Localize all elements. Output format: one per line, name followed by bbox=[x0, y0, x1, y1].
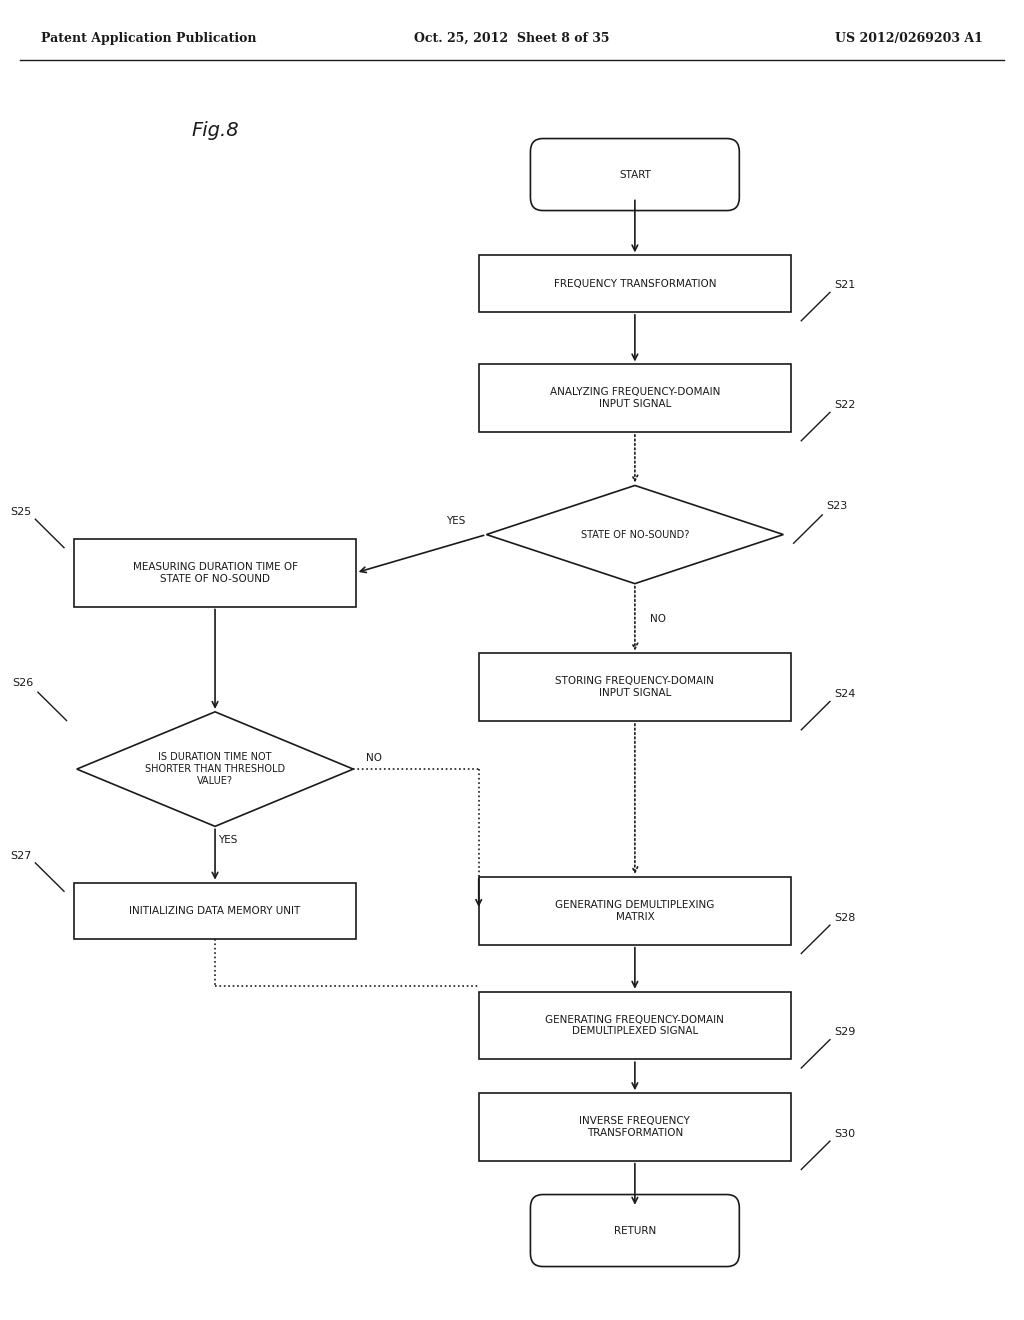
Text: FREQUENCY TRANSFORMATION: FREQUENCY TRANSFORMATION bbox=[554, 279, 716, 289]
Text: S27: S27 bbox=[10, 850, 31, 861]
Text: S25: S25 bbox=[10, 507, 31, 517]
Text: GENERATING FREQUENCY-DOMAIN
DEMULTIPLEXED SIGNAL: GENERATING FREQUENCY-DOMAIN DEMULTIPLEXE… bbox=[546, 1015, 724, 1036]
Text: US 2012/0269203 A1: US 2012/0269203 A1 bbox=[836, 32, 983, 45]
Bar bbox=[479, 364, 791, 432]
Text: S22: S22 bbox=[834, 400, 855, 411]
Bar bbox=[479, 255, 791, 312]
Text: NO: NO bbox=[650, 614, 667, 623]
Bar bbox=[479, 1093, 791, 1160]
Bar bbox=[479, 876, 791, 945]
Text: Fig.8: Fig.8 bbox=[191, 121, 239, 140]
Text: S28: S28 bbox=[834, 913, 855, 923]
Text: S24: S24 bbox=[834, 689, 855, 700]
Text: ANALYZING FREQUENCY-DOMAIN
INPUT SIGNAL: ANALYZING FREQUENCY-DOMAIN INPUT SIGNAL bbox=[550, 387, 720, 409]
Text: INVERSE FREQUENCY
TRANSFORMATION: INVERSE FREQUENCY TRANSFORMATION bbox=[580, 1117, 690, 1138]
Bar bbox=[74, 883, 356, 940]
Polygon shape bbox=[486, 486, 783, 583]
Text: STORING FREQUENCY-DOMAIN
INPUT SIGNAL: STORING FREQUENCY-DOMAIN INPUT SIGNAL bbox=[555, 676, 715, 698]
Text: START: START bbox=[618, 169, 651, 180]
Text: S23: S23 bbox=[826, 500, 848, 511]
Text: YES: YES bbox=[446, 516, 466, 525]
Text: Oct. 25, 2012  Sheet 8 of 35: Oct. 25, 2012 Sheet 8 of 35 bbox=[415, 32, 609, 45]
Text: YES: YES bbox=[218, 836, 237, 845]
Text: Patent Application Publication: Patent Application Publication bbox=[41, 32, 256, 45]
Text: RETURN: RETURN bbox=[613, 1225, 656, 1236]
Bar bbox=[479, 653, 791, 721]
Text: INITIALIZING DATA MEMORY UNIT: INITIALIZING DATA MEMORY UNIT bbox=[129, 906, 301, 916]
Bar bbox=[74, 539, 356, 607]
Text: S30: S30 bbox=[834, 1129, 855, 1139]
Text: NO: NO bbox=[366, 752, 382, 763]
Text: GENERATING DEMULTIPLEXING
MATRIX: GENERATING DEMULTIPLEXING MATRIX bbox=[555, 900, 715, 921]
FancyBboxPatch shape bbox=[530, 1195, 739, 1267]
Text: STATE OF NO-SOUND?: STATE OF NO-SOUND? bbox=[581, 529, 689, 540]
Text: S29: S29 bbox=[834, 1027, 855, 1038]
Text: IS DURATION TIME NOT
SHORTER THAN THRESHOLD
VALUE?: IS DURATION TIME NOT SHORTER THAN THRESH… bbox=[145, 752, 285, 785]
Polygon shape bbox=[77, 711, 353, 826]
FancyBboxPatch shape bbox=[530, 139, 739, 211]
Text: MEASURING DURATION TIME OF
STATE OF NO-SOUND: MEASURING DURATION TIME OF STATE OF NO-S… bbox=[132, 562, 298, 583]
Text: S21: S21 bbox=[834, 280, 855, 290]
Text: S26: S26 bbox=[12, 677, 34, 688]
Bar bbox=[479, 991, 791, 1059]
